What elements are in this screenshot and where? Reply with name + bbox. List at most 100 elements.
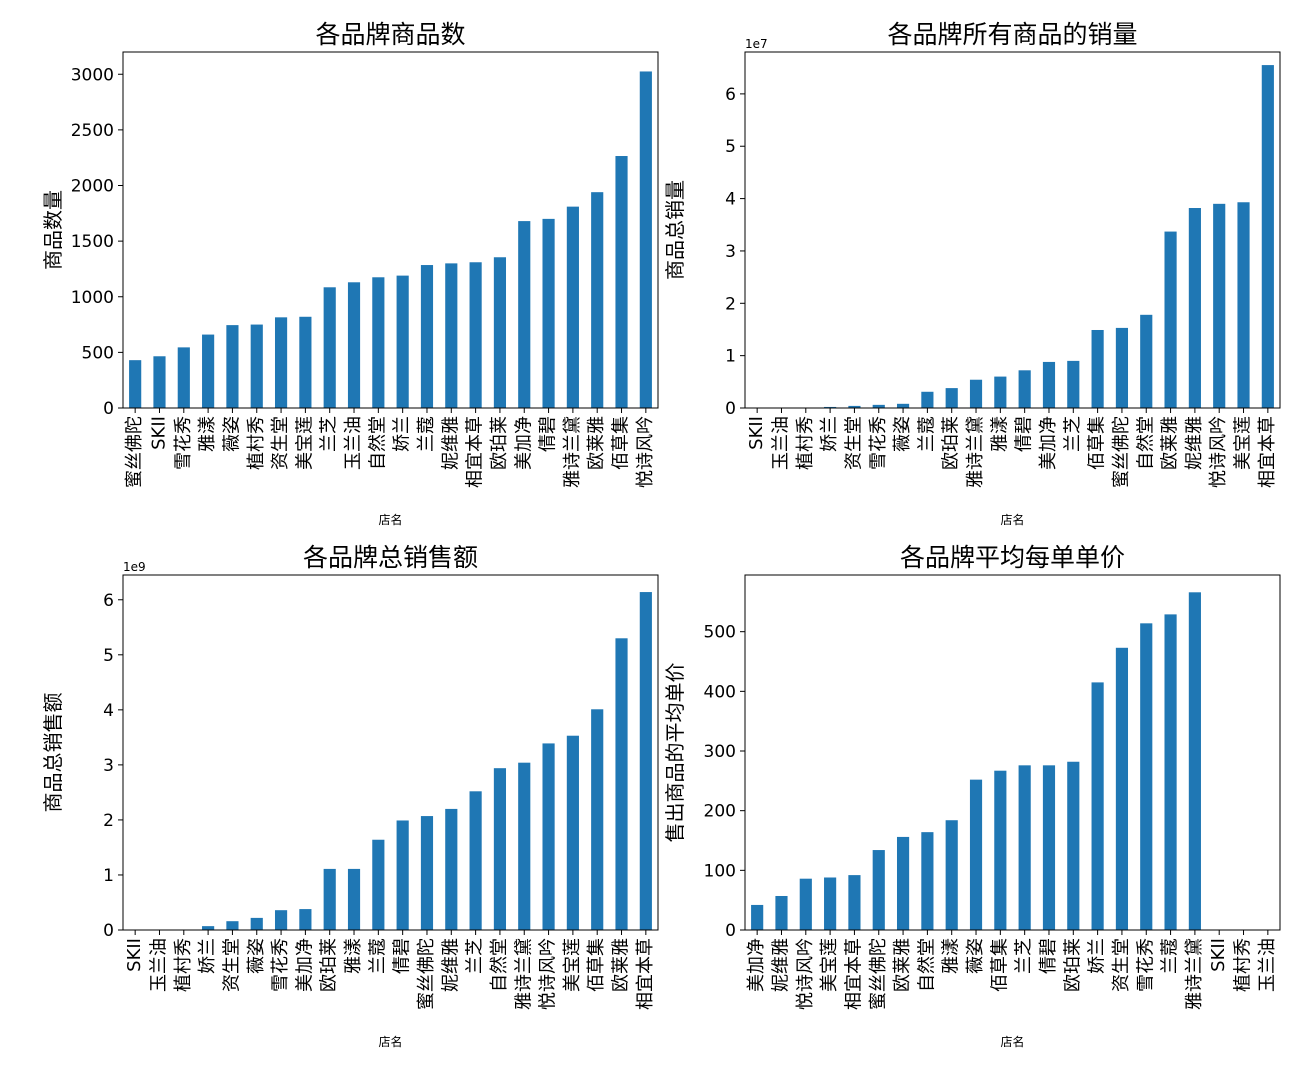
chart4-xtick-label-5: 蜜丝佛陀 [868,938,889,1010]
chart1-bar-10 [347,282,361,408]
chart4-xtick-label-1: 妮维雅 [770,938,791,992]
chart4-bar-5 [848,875,861,930]
chart2-xtick-label-1: 玉兰油 [770,416,791,470]
chart4-ytick-label-0: 0 [725,921,736,941]
chart2-bar-8 [921,391,934,408]
chart2-xtick-label-9: 雅诗兰黛 [965,416,986,488]
chart2-xtick-label-8: 欧珀莱 [941,416,962,470]
chart2-bar-4 [824,406,837,408]
chart1-ytick-label-0: 0 [103,399,114,419]
chart2-bar-21 [1237,202,1250,408]
chart4-xtick-label-10: 佰草集 [989,938,1010,992]
chart1-xtick-label-13: 妮维雅 [440,416,461,470]
chart2-bar-11 [994,376,1007,408]
chart3-xtick-label-7: 美加净 [294,938,315,992]
chart3-xtick-label-3: 娇兰 [197,938,218,974]
chart2-bar-9 [945,388,958,408]
chart1-xtick-label-3: 雅漾 [197,416,218,452]
chart2-ytick-label-5: 5 [725,137,736,157]
chart2-bar-7 [896,403,910,408]
chart2-bar-5 [848,405,861,408]
chart3-xtick-label-2: 植村秀 [173,938,194,992]
chart3-ytick-label-6: 6 [103,591,114,611]
chart2-ytick-label-4: 4 [725,190,736,210]
chart3-xtick-label-19: 佰草集 [586,938,607,992]
chart4-xtick-label-11: 兰芝 [1014,938,1035,974]
chart2-xtick-label-5: 雪花秀 [868,416,889,470]
chart3-bar-5 [226,921,239,930]
chart3-axes-frame [122,574,659,931]
chart3-bar-6 [250,917,263,930]
chart4-title: 各品牌平均每单单价 [900,543,1125,572]
chart1-bar-5 [226,325,239,408]
chart2-x-axis-label: 店名 [1000,512,1024,527]
chart3-xtick-label-13: 妮维雅 [440,938,461,992]
chart1-bar-16 [493,257,507,408]
chart3-xtick-label-0: SKII [124,938,145,972]
chart3-xtick-label-16: 雅诗兰黛 [513,938,534,1010]
chart4-xtick-label-19: SKII [1208,938,1229,972]
chart1-xtick-label-4: 薇姿 [221,416,242,452]
chart4-xtick-label-2: 悦诗风吟 [795,938,816,1010]
chart1-xtick-label-6: 资生堂 [270,416,291,470]
chart3-xtick-label-10: 兰蔻 [367,938,388,974]
chart3-bar-16 [493,768,507,930]
chart1-bar-18 [542,218,555,408]
chart4-ytick-label-3: 300 [704,742,736,762]
chart4-xtick-label-13: 欧珀莱 [1062,938,1083,992]
chart3-xtick-label-12: 蜜丝佛陀 [416,938,437,1010]
chart4-xtick-label-20: 植村秀 [1233,938,1254,992]
chart3-ytick-label-3: 3 [103,756,114,776]
chart2-bar-10 [969,379,983,408]
chart2-bar-14 [1067,360,1080,408]
chart3-xtick-label-21: 相宜本草 [635,938,656,1010]
chart3-bar-22 [639,592,652,930]
chart2-xtick-label-2: 植村秀 [795,416,816,470]
chart3-bar-13 [420,816,434,930]
chart3-x-axis-label: 店名 [378,1034,402,1049]
chart3-bar-12 [396,820,409,930]
chart1-bar-13 [420,265,434,408]
chart1-bar-21 [615,156,628,408]
chart4-xtick-label-15: 资生堂 [1111,938,1132,992]
chart2-ytick-label-6: 6 [725,85,736,105]
chart2-xtick-label-21: 相宜本草 [1257,416,1278,488]
chart1-ytick-label-2: 1000 [71,288,114,308]
chart3-xtick-label-20: 欧莱雅 [611,938,632,992]
chart4-bar-15 [1091,682,1104,930]
chart1-bar-9 [323,287,336,408]
chart1-xtick-label-21: 悦诗风吟 [635,416,656,488]
chart1-xtick-label-15: 欧珀莱 [489,416,510,470]
chart2-ytick-label-2: 2 [725,294,736,314]
chart2-bar-6 [872,404,885,408]
chart1-bar-19 [566,206,579,408]
chart1-xtick-label-18: 雅诗兰黛 [562,416,583,488]
chart3-xtick-label-8: 欧珀莱 [319,938,340,992]
chart1-xtick-label-7: 美宝莲 [294,416,315,470]
chart2-xtick-label-4: 资生堂 [843,416,864,470]
chart2-bar-19 [1188,208,1201,408]
chart1-ytick-label-5: 2500 [71,121,114,141]
chart4-xtick-label-12: 倩碧 [1038,938,1059,974]
chart3-bar-8 [299,909,312,930]
chart4-bar-7 [896,836,910,930]
chart4-bar-13 [1042,765,1056,930]
chart1-ytick-label-6: 3000 [71,65,114,85]
chart4-xtick-label-3: 美宝莲 [819,938,840,992]
chart1-title: 各品牌商品数 [315,20,465,49]
chart2-xtick-label-18: 妮维雅 [1184,416,1205,470]
chart4-xtick-label-21: 玉兰油 [1257,938,1278,992]
chart4-bar-16 [1115,647,1129,930]
chart2-xtick-label-7: 兰蔻 [916,416,937,452]
chart1-xtick-label-12: 兰蔻 [416,416,437,452]
chart1-xtick-label-19: 欧莱雅 [586,416,607,470]
chart4-ytick-label-2: 200 [704,802,736,822]
chart4-bar-19 [1188,592,1201,930]
chart2-bar-17 [1140,314,1153,408]
chart4-bar-9 [945,820,958,930]
chart3-bar-21 [615,638,628,930]
chart2-y-axis-label: 商品总销量 [663,180,687,280]
chart2-xtick-label-14: 佰草集 [1087,416,1108,470]
chart3-xtick-label-6: 雪花秀 [270,938,291,992]
chart3-xtick-label-11: 倩碧 [392,938,413,974]
